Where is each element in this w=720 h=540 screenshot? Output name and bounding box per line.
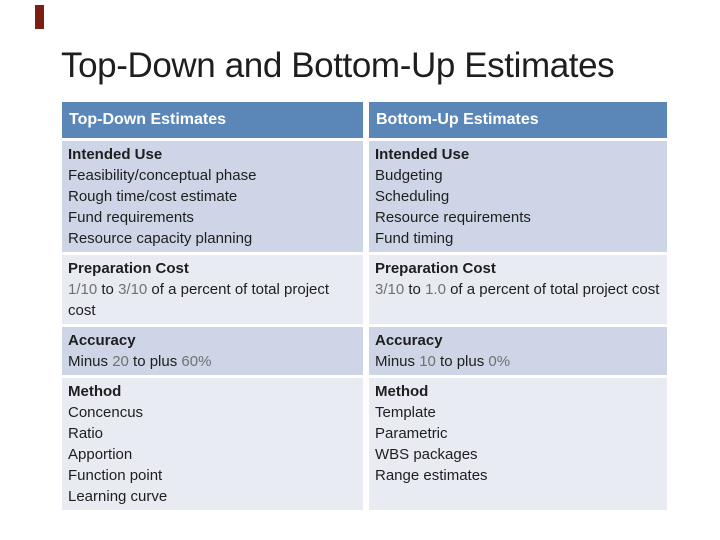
cell-line: Minus 20 to plus 60% (68, 353, 212, 370)
cell-heading: Preparation Cost (375, 260, 496, 277)
accent-bar (35, 5, 44, 29)
cell-line: Resource capacity planning (68, 230, 253, 247)
cell-heading: Accuracy (68, 332, 136, 349)
table-cell-preparation-cost-left: Preparation Cost 1/10 to 3/10 of a perce… (62, 255, 363, 324)
cell-line: Concencus (68, 404, 144, 421)
cell-line: Budgeting (375, 167, 443, 184)
cell-heading: Intended Use (375, 146, 470, 163)
cell-line: Apportion (68, 446, 133, 463)
cell-line: Function point (68, 467, 163, 484)
cell-line: Fund requirements (68, 209, 194, 226)
table-cell-accuracy-right: Accuracy Minus 10 to plus 0% (369, 327, 667, 375)
cell-line: Fund timing (375, 230, 454, 247)
cell-heading: Preparation Cost (68, 260, 189, 277)
cell-heading: Method (68, 383, 122, 400)
table-header-bottom-up: Bottom-Up Estimates (369, 102, 667, 138)
cell-line: 3/10 to 1.0 of a percent of total projec… (375, 281, 660, 298)
cell-line: 1/10 to 3/10 of a percent of total proje… (68, 281, 330, 319)
cell-heading: Accuracy (375, 332, 443, 349)
cell-line: Range estimates (375, 467, 488, 484)
table-cell-intended-use-right: Intended Use Budgeting Scheduling Resour… (369, 141, 667, 252)
cell-line: Resource requirements (375, 209, 531, 226)
table-cell-intended-use-left: Intended Use Feasibility/conceptual phas… (62, 141, 363, 252)
table-cell-preparation-cost-right: Preparation Cost 3/10 to 1.0 of a percen… (369, 255, 667, 324)
comparison-table: Top-Down Estimates Bottom-Up Estimates I… (62, 102, 667, 510)
table-header-top-down: Top-Down Estimates (62, 102, 363, 138)
page-title: Top-Down and Bottom-Up Estimates (61, 46, 615, 85)
cell-heading: Intended Use (68, 146, 163, 163)
cell-line: Template (375, 404, 436, 421)
table-cell-method-left: Method Concencus Ratio Apportion Functio… (62, 378, 363, 510)
cell-line: Learning curve (68, 488, 168, 505)
cell-line: Rough time/cost estimate (68, 188, 238, 205)
cell-line: Parametric (375, 425, 448, 442)
cell-line: Minus 10 to plus 0% (375, 353, 511, 370)
cell-line: WBS packages (375, 446, 478, 463)
cell-line: Feasibility/conceptual phase (68, 167, 257, 184)
cell-heading: Method (375, 383, 429, 400)
cell-line: Ratio (68, 425, 104, 442)
cell-line: Scheduling (375, 188, 450, 205)
table-cell-accuracy-left: Accuracy Minus 20 to plus 60% (62, 327, 363, 375)
table-cell-method-right: Method Template Parametric WBS packages … (369, 378, 667, 510)
